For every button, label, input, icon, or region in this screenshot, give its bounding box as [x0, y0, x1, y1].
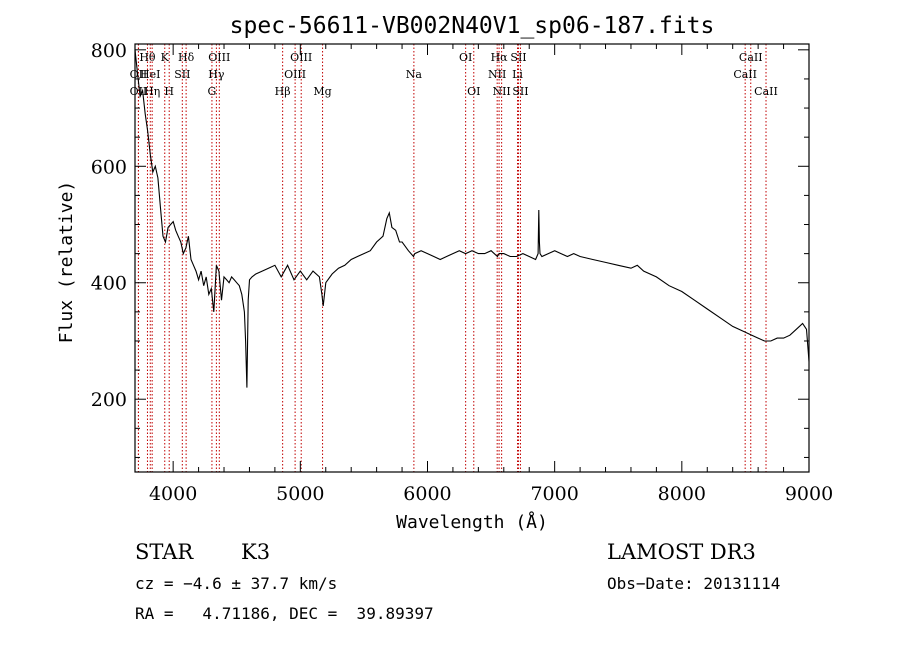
spectral-line-label: OIII — [284, 68, 306, 81]
spectral-line-label: OIII — [290, 51, 312, 64]
redshift-readout: cz = −4.6 ± 37.7 km/s — [135, 574, 337, 593]
spectral-line-label: Mg — [313, 85, 331, 98]
y-axis-label: Flux (relative) — [56, 181, 77, 344]
spectral-line-label: Hη — [144, 85, 160, 98]
y-tick-label: 200 — [91, 389, 127, 411]
chart-title: spec-56611-VB002N40V1_sp06-187.fits — [230, 13, 715, 39]
y-tick-labels: 200 400 600 800 — [91, 40, 127, 411]
spectral-line-label: CaII — [733, 68, 757, 81]
spectral-line-label: HeI — [140, 68, 160, 81]
x-tick-label: 8000 — [658, 483, 706, 505]
object-class: STAR — [135, 540, 194, 564]
y-tick-label: 800 — [91, 40, 127, 62]
spectral-line-label: Hδ — [178, 51, 195, 64]
y-tick-label: 400 — [91, 273, 127, 295]
x-tick-label: 6000 — [403, 483, 451, 505]
spectral-line-label: Li — [512, 68, 523, 81]
spectral-line-label: H — [164, 85, 174, 98]
coordinates-readout: RA = 4.71186, DEC = 39.89397 — [135, 604, 434, 623]
spectral-line-label: SII — [512, 85, 528, 98]
x-tick-label: 7000 — [530, 483, 578, 505]
spectral-line-label: G — [208, 85, 217, 98]
object-subclass: K3 — [241, 540, 270, 564]
spectral-line-markers — [137, 44, 767, 472]
x-tick-label: 9000 — [785, 483, 833, 505]
spectral-line-label: NII — [492, 85, 510, 98]
spectral-line-label: CaII — [739, 51, 763, 64]
x-tick-label: 4000 — [149, 483, 197, 505]
spectral-line-label: SII — [174, 68, 190, 81]
spectrum-series-line — [134, 49, 810, 388]
y-tick-label: 600 — [91, 156, 127, 178]
spectral-line-label: Hα — [491, 51, 509, 64]
x-axis-label: Wavelength (Å) — [396, 511, 548, 533]
spectral-line-label: Hβ — [275, 85, 291, 98]
spectral-line-label: OI — [459, 51, 472, 64]
spectral-line-label: SII — [510, 51, 526, 64]
spectral-line-label: OI — [467, 85, 480, 98]
spectral-line-label: NII — [488, 68, 506, 81]
spectral-line-label: Hθ — [139, 51, 156, 64]
spectral-line-label: Hγ — [208, 68, 225, 81]
spectral-line-label: OIII — [208, 51, 230, 64]
x-tick-label: 5000 — [276, 483, 324, 505]
survey-name: LAMOST DR3 — [607, 540, 756, 564]
obs-date: Obs−Date: 20131114 — [607, 574, 780, 593]
spectral-line-label: K — [161, 51, 170, 64]
spectral-line-label: CaII — [754, 85, 778, 98]
axis-ticks — [135, 44, 810, 472]
plot-frame — [134, 43, 810, 473]
spectral-line-label: OII — [130, 68, 148, 81]
x-tick-labels: 4000 5000 6000 7000 8000 9000 — [149, 483, 833, 505]
spectral-line-label: Na — [406, 68, 423, 81]
